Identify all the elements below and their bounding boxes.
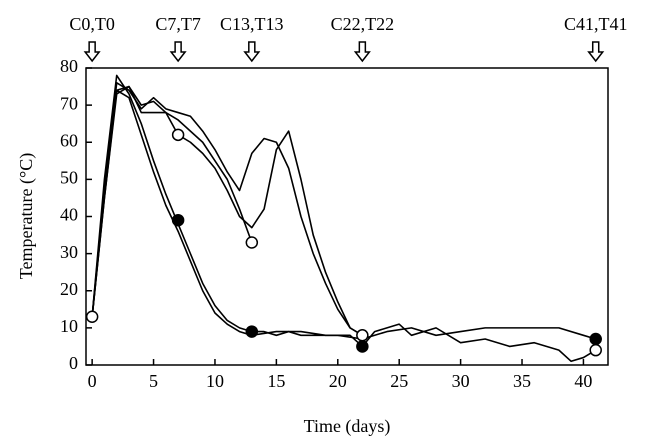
x-tick-label: 20 — [329, 371, 347, 391]
data-line — [91, 89, 597, 363]
data-line — [91, 74, 596, 340]
annotation-arrow — [169, 41, 187, 63]
y-axis-label: Temperature (°C) — [16, 153, 37, 279]
annotation-label: C41,T41 — [564, 14, 628, 34]
x-axis-label: Time (days) — [304, 416, 391, 437]
x-tick-label: 25 — [390, 371, 408, 391]
annotation-label: C13,T13 — [220, 14, 284, 34]
y-tick-label: 10 — [60, 316, 78, 336]
annotation-label: C7,T7 — [155, 14, 201, 34]
marker — [171, 213, 185, 227]
x-tick-label: 0 — [88, 371, 97, 391]
x-tick-label: 10 — [206, 371, 224, 391]
y-tick-label: 40 — [60, 205, 78, 225]
y-tick-label: 20 — [60, 279, 78, 299]
annotation-arrow — [243, 41, 261, 63]
marker — [589, 332, 602, 346]
marker — [245, 325, 259, 338]
data-line — [91, 85, 253, 317]
y-tick-label: 0 — [69, 353, 78, 373]
y-tick-label: 80 — [60, 56, 78, 76]
x-tick-label: 30 — [452, 371, 470, 391]
y-tick-label: 70 — [60, 93, 78, 113]
marker — [85, 310, 99, 323]
marker — [589, 343, 602, 357]
x-tick-label: 40 — [574, 371, 592, 391]
marker — [356, 340, 369, 353]
y-tick-label: 50 — [60, 168, 78, 188]
annotation-arrow — [83, 41, 101, 63]
x-tick-label: 15 — [267, 371, 285, 391]
x-tick-label: 5 — [149, 371, 158, 391]
annotation-arrow — [353, 41, 371, 63]
marker — [356, 329, 369, 342]
x-tick-label: 35 — [513, 371, 531, 391]
annotation-label: C0,T0 — [69, 14, 115, 34]
y-tick-label: 60 — [60, 130, 78, 150]
annotation-label: C22,T22 — [331, 14, 395, 34]
annotation-arrow — [587, 41, 605, 63]
data-line — [91, 85, 363, 336]
y-tick-label: 30 — [60, 242, 78, 262]
marker — [245, 236, 259, 249]
data-line — [91, 82, 363, 336]
marker — [171, 128, 185, 142]
